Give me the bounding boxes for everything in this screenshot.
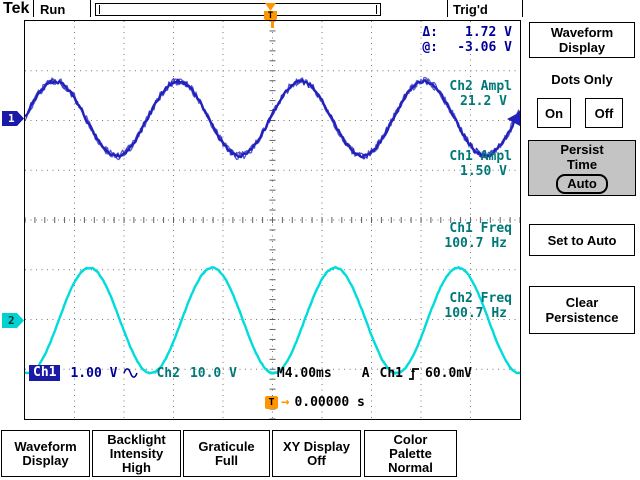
top-status-bar: Tek Run T Trig'd: [0, 0, 640, 24]
measurement-label: Ch2 Ampl: [449, 79, 512, 94]
trigger-position-readout: T → 0.00000 s: [265, 394, 365, 410]
set-to-auto-button[interactable]: Set to Auto: [529, 224, 635, 256]
ch2-label: Ch2: [156, 365, 180, 381]
menu-button-waveform-display[interactable]: Waveform Display: [1, 430, 90, 477]
dots-only-label: Dots Only: [551, 72, 613, 87]
menu-button-xy-display[interactable]: XY Display Off: [272, 430, 361, 477]
measurement-label: Ch1 Freq: [449, 221, 512, 236]
cursor-at-value: -3.06 V: [457, 40, 512, 55]
ch1-badge: Ch1: [29, 365, 61, 381]
waveform-display-area: Δ: 1.72 V @: -3.06 V Ch2 Ampl 21.2 V Ch1…: [24, 20, 521, 420]
acquisition-state: Run: [40, 2, 66, 17]
divider: [447, 0, 448, 17]
ch2-position-marker: 2: [2, 313, 24, 328]
measurement-label: Ch2 Freq: [449, 291, 512, 306]
record-end-tick: [376, 5, 377, 14]
dots-only-on-button[interactable]: On: [537, 98, 571, 128]
measurement-value: 100.7 Hz: [444, 306, 507, 321]
record-view-bar: [95, 3, 381, 16]
arrow-right-icon: →: [281, 394, 290, 410]
menu-button-color-palette[interactable]: Color Palette Normal: [364, 430, 457, 477]
persist-time-label: Persist Time: [560, 142, 604, 172]
clear-persistence-button[interactable]: Clear Persistence: [529, 286, 635, 334]
measurement-label: Ch1 Ampl: [449, 149, 512, 164]
trigger-t-icon: T: [265, 395, 278, 409]
record-start-tick: [99, 5, 100, 14]
ch2-scale: 10.0 V: [189, 365, 237, 381]
trigger-level: 60.0mV: [425, 365, 472, 381]
menu-button-graticule[interactable]: Graticule Full: [183, 430, 270, 477]
divider: [90, 0, 91, 17]
dots-only-off-button[interactable]: Off: [585, 98, 623, 128]
trigger-prefix: A: [361, 365, 370, 381]
record-position-marker-icon: [265, 3, 276, 11]
cursor-delta-label: Δ:: [422, 25, 438, 40]
measurement-ch1-ampl: Ch1 Ampl 1.50 V: [449, 149, 512, 179]
cursor-at-readout: @: -3.06 V: [422, 40, 512, 55]
divider: [33, 0, 34, 17]
measurement-ch2-ampl: Ch2 Ampl 21.2 V: [449, 79, 512, 109]
measurement-ch1-freq: Ch1 Freq 100.7 Hz: [444, 221, 512, 251]
measurement-value: 21.2 V: [460, 94, 507, 109]
trigger-position-value: 0.00000 s: [294, 394, 365, 410]
side-menu-title: Waveform Display: [529, 22, 635, 58]
ch2-trace: [25, 265, 520, 375]
ch1-trace: [25, 76, 520, 161]
trigger-status: Trig'd: [453, 2, 488, 17]
tek-logo: Tek: [3, 0, 30, 17]
divider: [522, 0, 523, 17]
ch1-position-marker: 1: [2, 111, 24, 126]
measurement-value: 100.7 Hz: [444, 236, 507, 251]
measurement-value: 1.50 V: [460, 164, 507, 179]
persist-time-value: Auto: [556, 174, 608, 194]
channel-settings-bar: Ch1 1.00 V Ch2 10.0 V M4.00ms A Ch1 60.0…: [29, 365, 518, 381]
measurement-ch2-freq: Ch2 Freq 100.7 Hz: [444, 291, 512, 321]
timebase-readout: M4.00ms: [276, 365, 332, 381]
persist-time-button[interactable]: Persist Time Auto: [528, 140, 636, 196]
graticule-and-traces: [25, 21, 520, 419]
ch2-marker-label: 2: [8, 314, 15, 327]
menu-button-backlight-intensity[interactable]: Backlight Intensity High: [92, 430, 181, 477]
cursor-delta-readout: Δ: 1.72 V: [422, 25, 512, 40]
trigger-flag-label: T: [267, 11, 274, 21]
ch1-trace: [25, 78, 520, 159]
rising-edge-icon: [409, 367, 420, 380]
ch1-scale: 1.00 V: [70, 365, 118, 381]
trigger-source: Ch1: [379, 365, 404, 381]
cursor-delta-value: 1.72 V: [465, 25, 512, 40]
cursor-at-label: @:: [422, 40, 438, 55]
trigger-level-arrow-icon: [507, 112, 520, 126]
ac-coupling-icon: [123, 368, 139, 378]
ch1-marker-label: 1: [8, 112, 15, 125]
